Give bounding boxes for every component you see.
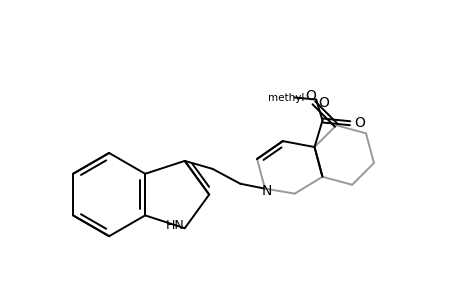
Text: methyl: methyl xyxy=(268,93,304,103)
Text: O: O xyxy=(304,88,315,103)
Text: HN: HN xyxy=(165,219,184,232)
Text: N: N xyxy=(261,184,272,198)
Text: O: O xyxy=(318,96,329,110)
Text: O: O xyxy=(354,116,364,130)
